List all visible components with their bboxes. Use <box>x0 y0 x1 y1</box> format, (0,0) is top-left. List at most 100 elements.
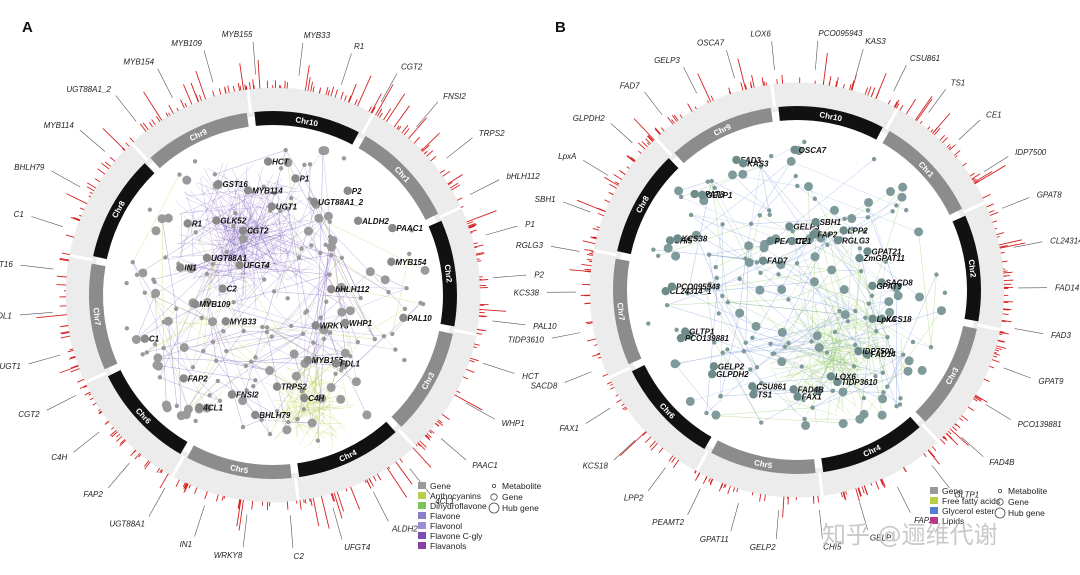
signal-bar <box>304 499 307 504</box>
signal-bar <box>708 477 711 483</box>
network-edge <box>759 175 796 216</box>
node-label: PCO095943 <box>676 283 721 292</box>
signal-bar <box>417 442 426 451</box>
network-edge <box>227 236 257 270</box>
node-label: GLTP1 <box>689 328 715 337</box>
network-edge <box>882 337 888 373</box>
legend-label: Flavanols <box>430 541 466 551</box>
signal-bar <box>159 473 169 489</box>
hub-node <box>235 260 244 270</box>
signal-bar <box>842 84 845 89</box>
signal-bar <box>307 77 311 92</box>
signal-bar <box>454 394 483 411</box>
network-node <box>153 353 163 363</box>
outer-band <box>589 82 1005 498</box>
leader-line <box>928 88 947 113</box>
network-node <box>221 328 226 334</box>
signal-bar <box>1001 319 1012 323</box>
network-edge <box>155 293 158 366</box>
legend-label: Gene <box>942 486 963 496</box>
signal-bar <box>377 108 383 117</box>
signal-bar <box>138 454 142 458</box>
signal-bar <box>449 182 459 189</box>
hub-node <box>732 155 741 165</box>
hub-node <box>833 236 843 245</box>
network-node <box>336 394 346 404</box>
outer-gene-label: GLPDH2 <box>573 114 606 123</box>
signal-bar <box>257 59 261 89</box>
signal-bar <box>238 499 244 531</box>
signal-bar <box>325 86 329 95</box>
network-edge <box>200 178 217 269</box>
signal-bar <box>318 87 322 94</box>
outer-gene-label: GELP3 <box>654 56 680 65</box>
signal-bar <box>336 491 344 512</box>
outer-gene-label: FNSI2 <box>443 92 466 101</box>
network-edge <box>785 357 820 383</box>
network-node <box>663 243 673 253</box>
network-node <box>670 359 680 369</box>
node-label: GPAT21 <box>871 247 901 256</box>
network-edge <box>198 186 260 279</box>
signal-bar <box>647 135 654 142</box>
hub-node <box>202 253 212 262</box>
leader-line <box>644 91 663 116</box>
signal-bar <box>952 426 958 432</box>
signal-bar <box>955 155 958 158</box>
network-edge <box>271 310 351 337</box>
network-node <box>741 349 747 354</box>
outer-gene-label: RGLG3 <box>516 241 544 250</box>
outer-gene-label: P2 <box>534 270 544 279</box>
hub-node <box>854 346 863 356</box>
signal-bar <box>687 103 693 112</box>
network-node <box>307 162 313 167</box>
network-edge <box>290 374 338 423</box>
signal-bar <box>77 378 85 383</box>
network-node <box>402 306 408 312</box>
network-node <box>142 290 148 295</box>
signal-bar <box>368 106 372 112</box>
network-node <box>199 315 204 321</box>
panel-letter: A <box>22 19 33 36</box>
node-label: GELP2 <box>718 362 745 371</box>
signal-bar <box>671 457 676 463</box>
network-node <box>758 164 763 169</box>
network-node <box>786 156 796 166</box>
signal-bar <box>959 417 964 422</box>
network-node <box>704 287 709 292</box>
network-edge <box>142 301 234 355</box>
signal-bar <box>606 381 612 385</box>
band-separator <box>963 195 998 214</box>
node-label: MYB33 <box>230 317 257 326</box>
signal-bar <box>660 127 665 132</box>
node-label: LOX6 <box>835 372 856 381</box>
network-node <box>748 367 753 372</box>
network-edge <box>696 235 718 287</box>
signal-bar <box>857 487 862 497</box>
network-edge <box>313 342 322 399</box>
outer-gene-label: bHLH112 <box>506 172 540 181</box>
network-node <box>880 370 886 375</box>
signal-bar <box>927 449 940 465</box>
signal-bar <box>60 331 70 334</box>
signal-bar <box>594 344 598 346</box>
network-node <box>291 371 301 381</box>
node-label: TIDP3610 <box>841 378 878 387</box>
signal-bar <box>98 409 101 412</box>
signal-bar <box>972 178 977 182</box>
signal-bar <box>442 170 451 177</box>
network-edge <box>153 263 214 280</box>
network-edge <box>221 205 319 253</box>
network-edge <box>214 149 286 175</box>
network-edge <box>818 339 888 364</box>
network-edge <box>332 240 346 354</box>
leader-line <box>31 216 63 227</box>
network-edge <box>832 387 858 408</box>
signal-bar <box>417 442 421 447</box>
signal-bar <box>840 492 843 498</box>
signal-bar <box>932 112 951 134</box>
network-node <box>177 172 182 177</box>
signal-bar <box>474 244 484 248</box>
node-label: UGT88A1_2 <box>318 198 363 207</box>
